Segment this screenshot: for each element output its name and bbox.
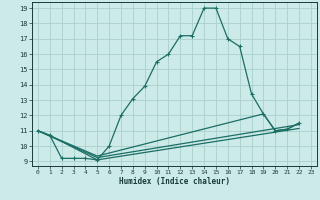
X-axis label: Humidex (Indice chaleur): Humidex (Indice chaleur) (119, 177, 230, 186)
